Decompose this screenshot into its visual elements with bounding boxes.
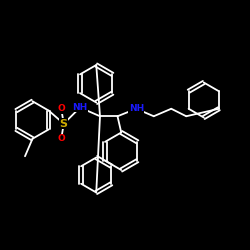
Text: O: O xyxy=(58,134,65,143)
Text: S: S xyxy=(60,119,68,129)
Text: NH: NH xyxy=(128,104,144,113)
Text: O: O xyxy=(58,104,65,113)
Text: NH: NH xyxy=(72,103,88,112)
